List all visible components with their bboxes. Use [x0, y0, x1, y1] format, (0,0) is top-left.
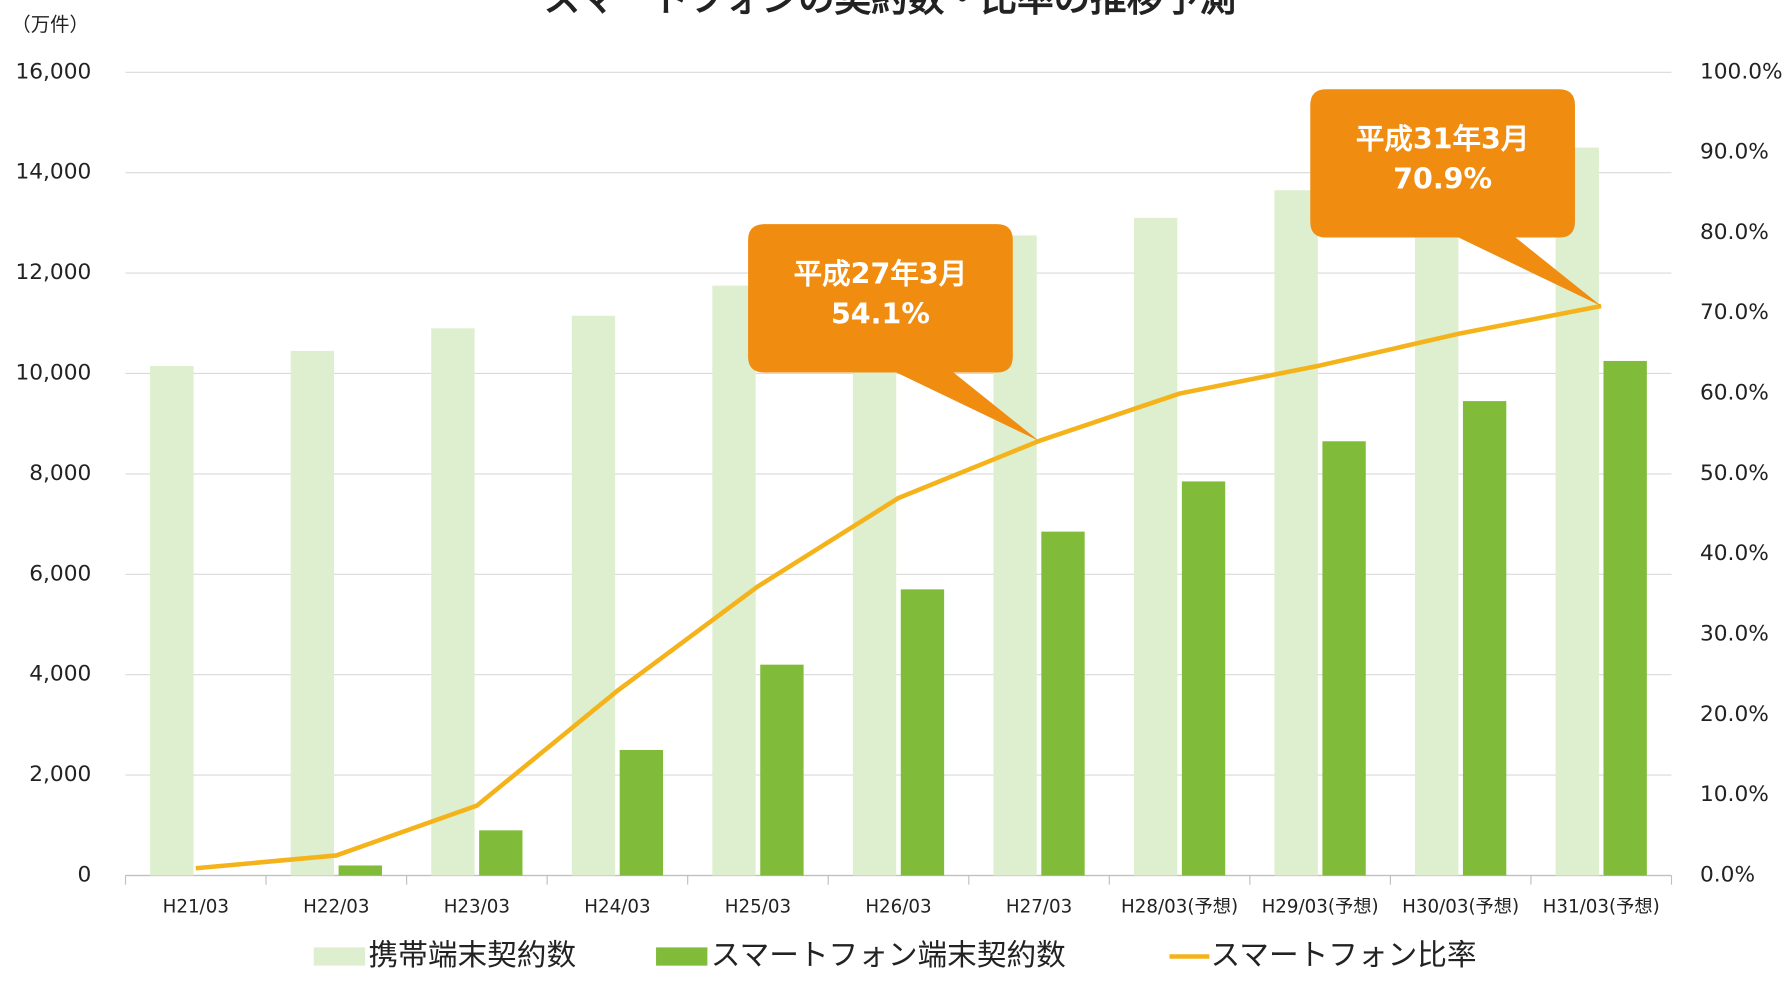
bar	[760, 664, 804, 876]
y2-tick-label: 100.0%	[1700, 59, 1783, 84]
x-tick-label: H26/03	[865, 896, 931, 917]
bar	[1133, 217, 1178, 876]
y-tick-label: 14,000	[15, 160, 91, 185]
legend-swatch	[656, 947, 708, 966]
callout-text: 平成27年3月	[794, 258, 968, 291]
x-tick-label: H28/03(予想)	[1121, 896, 1238, 917]
bar	[1274, 190, 1318, 876]
bar	[619, 750, 664, 876]
y-tick-label: 10,000	[15, 360, 91, 385]
x-tick-label: H29/03(予想)	[1262, 896, 1379, 917]
x-tick-label: H27/03	[1006, 896, 1072, 917]
bar	[571, 315, 616, 876]
bar	[290, 350, 335, 876]
callout-text: 平成31年3月	[1356, 123, 1530, 156]
x-tick-label: H31/03(予想)	[1543, 896, 1660, 917]
y-axis-label: （万件）	[11, 13, 89, 36]
bar	[338, 865, 382, 876]
y-tick-label: 12,000	[15, 260, 91, 285]
bar	[712, 285, 756, 876]
y2-tick-label: 80.0%	[1700, 220, 1769, 245]
x-tick-label: H21/03	[163, 896, 229, 917]
callout-text: 54.1%	[831, 297, 930, 330]
y2-tick-label: 10.0%	[1700, 782, 1769, 807]
bar	[1041, 531, 1085, 876]
callout	[748, 224, 1040, 441]
y2-tick-label: 30.0%	[1700, 622, 1769, 647]
x-tick-label: H22/03	[303, 896, 369, 917]
y2-tick-label: 40.0%	[1700, 541, 1769, 566]
legend-label: 携帯端末契約数	[369, 937, 577, 972]
legend-label: スマートフォン比率	[1211, 937, 1477, 972]
y-tick-label: 8,000	[29, 461, 91, 486]
legend-swatch	[313, 947, 366, 966]
y2-tick-label: 20.0%	[1700, 702, 1769, 727]
y-tick-label: 6,000	[29, 561, 91, 586]
x-tick-label: H30/03(予想)	[1402, 896, 1519, 917]
x-tick-label: H23/03	[444, 896, 510, 917]
y2-tick-label: 0.0%	[1700, 863, 1755, 888]
y-tick-label: 16,000	[15, 59, 91, 84]
y2-tick-label: 70.0%	[1700, 300, 1769, 325]
y2-tick-label: 90.0%	[1700, 140, 1769, 165]
bar	[1603, 360, 1647, 876]
bar	[479, 830, 523, 876]
line	[195, 303, 1602, 871]
bar	[1322, 441, 1366, 876]
bar	[1181, 481, 1226, 876]
y-tick-label: 0	[77, 863, 91, 888]
callout	[1310, 89, 1602, 307]
x-tick-label: H24/03	[584, 896, 650, 917]
y2-tick-label: 50.0%	[1700, 461, 1769, 486]
y-tick-label: 4,000	[29, 662, 91, 687]
y2-tick-label: 60.0%	[1700, 381, 1769, 406]
bar	[900, 589, 945, 876]
x-tick-label: H25/03	[725, 896, 791, 917]
bar	[150, 365, 194, 876]
bar	[1555, 147, 1599, 876]
legend-label: スマートフォン端末契約数	[711, 937, 1066, 972]
bar	[431, 328, 475, 876]
chart-title: スマートフォンの契約数・比率の推移予測	[544, 0, 1236, 20]
callout-text: 70.9%	[1393, 163, 1492, 196]
bar	[1415, 167, 1459, 876]
y-tick-label: 2,000	[29, 762, 91, 787]
bar	[1462, 401, 1507, 876]
